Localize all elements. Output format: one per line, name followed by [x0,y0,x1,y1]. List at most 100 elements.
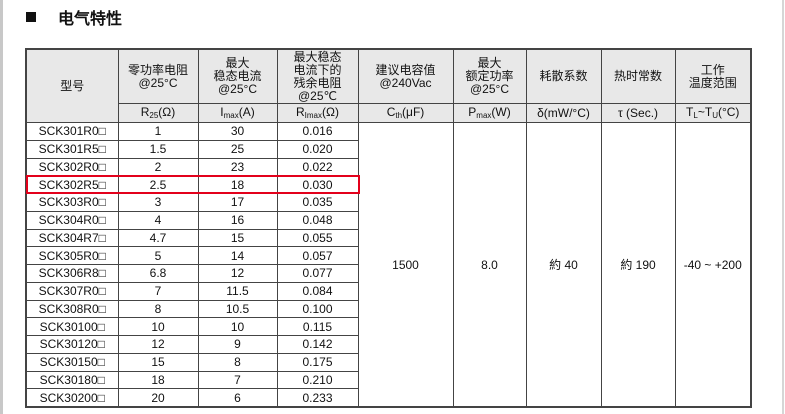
column-header: 工作 温度范围 [674,48,752,104]
r25-cell: 6.8 [117,264,199,283]
r25-cell: 4.7 [117,228,199,248]
page-edge-left [0,0,3,414]
r25-cell: 5 [117,246,199,265]
model-cell: SCK305R0□ [25,246,119,265]
section-heading: 电气特性 [26,5,122,29]
table-row: SCK30200□ 20 6 0.233 [25,388,751,408]
rimax-cell: 0.022 [276,157,359,177]
rimax-cell: 0.210 [276,370,359,390]
temp-range-cell: -40 ~ +200 [674,122,752,408]
column-unit: R25(Ω) [117,103,199,123]
imax-cell: 9 [197,335,278,354]
column-unit: τ (Sec.) [600,103,676,123]
electrical-characteristics-table: 型号 零功率电阻 @25°C 最大 稳态电流 @25°C 最大稳态 电流下的 残余电阻 @25℃ 建… [25,48,752,408]
column-unit: Cth(μF) [357,103,454,123]
imax-cell: 11.5 [197,281,278,301]
column-header: 型号 [25,48,119,123]
column-unit: Imax(A) [197,103,278,123]
rimax-cell: 0.115 [276,317,359,336]
r25-cell: 1.5 [117,139,199,159]
imax-cell: 12 [197,264,278,283]
rimax-cell: 0.057 [276,246,359,265]
imax-cell: 14 [197,246,278,265]
column-header: 最大 额定功率 @25°C [452,48,527,104]
column-unit: δ(mW/°C) [525,103,602,123]
model-cell: SCK306R8□ [25,264,119,283]
imax-cell: 7 [197,370,278,390]
dissipation-cell: 約 40 [525,122,602,408]
page-edge-right [782,0,784,414]
model-cell: SCK30100□ [25,317,119,336]
rimax-cell: 0.020 [276,139,359,159]
column-unit: TL~TU(°C) [674,103,752,123]
imax-cell: 10.5 [197,299,278,319]
capacitance-cell: 1500 [357,122,454,408]
imax-cell: 6 [197,388,278,408]
model-cell: SCK302R0□ [25,157,119,177]
column-unit: Pmax(W) [452,103,527,123]
table-row: SCK305R0□ 5 14 0.057 [25,246,751,265]
model-cell: SCK303R0□ [25,193,119,212]
column-header: 最大稳态 电流下的 残余电阻 @25℃ [276,48,359,104]
column-header: 零功率电阻 @25°C [117,48,199,104]
model-cell: SCK304R0□ [25,210,119,230]
r25-cell: 15 [117,352,199,372]
table-row: SCK306R8□ 6.8 12 0.077 [25,264,751,283]
r25-cell: 20 [117,388,199,408]
imax-cell: 10 [197,317,278,336]
r25-cell: 10 [117,317,199,336]
rimax-cell: 0.077 [276,264,359,283]
imax-cell: 15 [197,228,278,248]
column-unit: RImax(Ω) [276,103,359,123]
model-cell: SCK307R0□ [25,281,119,301]
power-cell: 8.0 [452,122,527,408]
imax-cell: 16 [197,210,278,230]
table-row: SCK304R0□ 4 16 0.048 [25,210,751,230]
column-header: 耗散系数 [525,48,602,104]
table-row: SCK301R0□ 1 30 0.016 1500 8.0 約 40 約 190 -40 ~ +… [25,122,752,408]
rimax-cell: 0.175 [276,352,359,372]
rimax-cell: 0.142 [276,335,359,354]
rimax-cell: 0.233 [276,388,359,408]
table-row: SCK30100□ 10 10 0.115 [25,317,751,336]
model-cell: SCK301R5□ [25,139,119,159]
r25-cell: 4 [117,210,199,230]
r25-cell: 18 [117,370,199,390]
rimax-cell: 0.048 [276,210,359,230]
r25-cell: 2 [117,157,199,177]
r25-cell: 3 [117,193,199,212]
rimax-cell: 0.016 [276,122,359,141]
r25-cell: 2.5 [117,175,199,194]
imax-cell: 17 [197,193,278,212]
rimax-cell: 0.030 [276,175,359,194]
r25-cell: 1 [117,122,199,141]
section-title: 电气特性 [58,11,123,28]
r25-cell: 8 [117,299,199,319]
rimax-cell: 0.055 [276,228,359,248]
imax-cell: 30 [197,122,278,141]
column-header: 最大 稳态电流 @25°C [197,48,278,104]
imax-cell: 23 [197,157,278,177]
table-row: SCK308R0□ 8 10.5 0.100 [25,299,751,319]
square-bullet-icon [26,12,36,22]
r25-cell: 12 [117,335,199,354]
rimax-cell: 0.100 [276,299,359,319]
imax-cell: 25 [197,139,278,159]
table-row: SCK30120□ 12 9 0.142 [25,335,751,354]
rimax-cell: 0.084 [276,281,359,301]
table-row: SCK307R0□ 7 11.5 0.084 [25,281,751,301]
model-cell: SCK304R7□ [25,228,119,248]
model-cell: SCK302R5□ [25,175,119,194]
model-cell: SCK30180□ [25,370,119,390]
rimax-cell: 0.035 [276,193,359,212]
column-header: 热时常数 [600,48,676,104]
model-cell: SCK308R0□ [25,299,119,319]
table-row: SCK302R0□ 2 23 0.022 [25,157,751,177]
imax-cell: 18 [197,175,278,194]
model-cell: SCK30200□ [25,388,119,408]
imax-cell: 8 [197,352,278,372]
model-cell: SCK301R0□ [25,122,119,141]
r25-cell: 7 [117,281,199,301]
column-header: 建议电容值 @240Vac [357,48,454,104]
model-cell: SCK30150□ [25,352,119,372]
